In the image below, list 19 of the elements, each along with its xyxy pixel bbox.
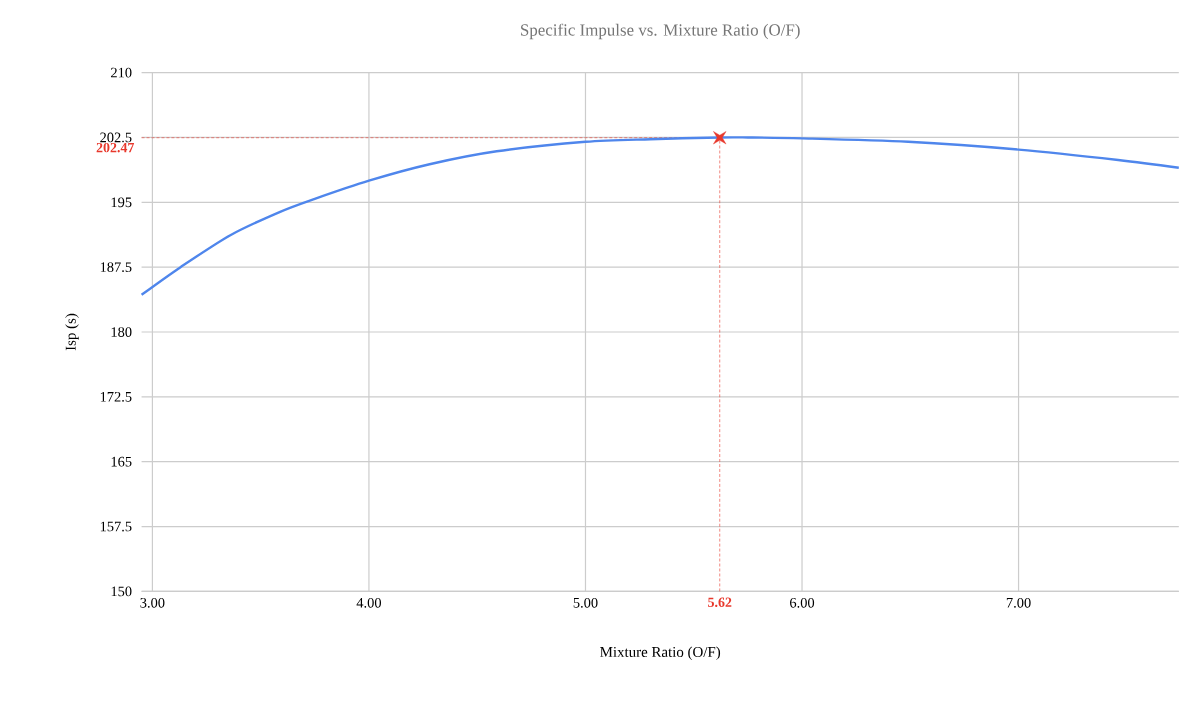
x-tick-label: 4.00 [356, 597, 382, 608]
x-tick-label: 3.00 [140, 597, 165, 608]
y-tick-label: 150 [111, 586, 132, 597]
x-tick-label: 6.00 [790, 597, 815, 608]
y-tick-label: 195 [111, 197, 132, 208]
ref-line-label: 5.62 [708, 597, 732, 607]
y-axis-title: Isp (s) [65, 313, 79, 351]
y-tick-label: 165 [111, 456, 132, 467]
chart-title: Specific Impulse vs. Mixture Ratio (O/F) [521, 23, 800, 40]
y-tick-label: 210 [111, 67, 132, 78]
y-tick-label: 202.5 [100, 132, 132, 143]
y-tick-label: 157.5 [100, 521, 132, 532]
x-tick-label: 7.00 [1006, 597, 1031, 608]
x-tick-label: 5.00 [573, 597, 598, 608]
ref-line-label: 202.47 [96, 142, 135, 153]
y-tick-label: 187.5 [100, 262, 132, 272]
y-tick-label: 172.5 [100, 391, 132, 402]
x-axis-title: Mixture Ratio (O/F) [600, 646, 721, 660]
y-tick-label: 180 [111, 326, 132, 337]
